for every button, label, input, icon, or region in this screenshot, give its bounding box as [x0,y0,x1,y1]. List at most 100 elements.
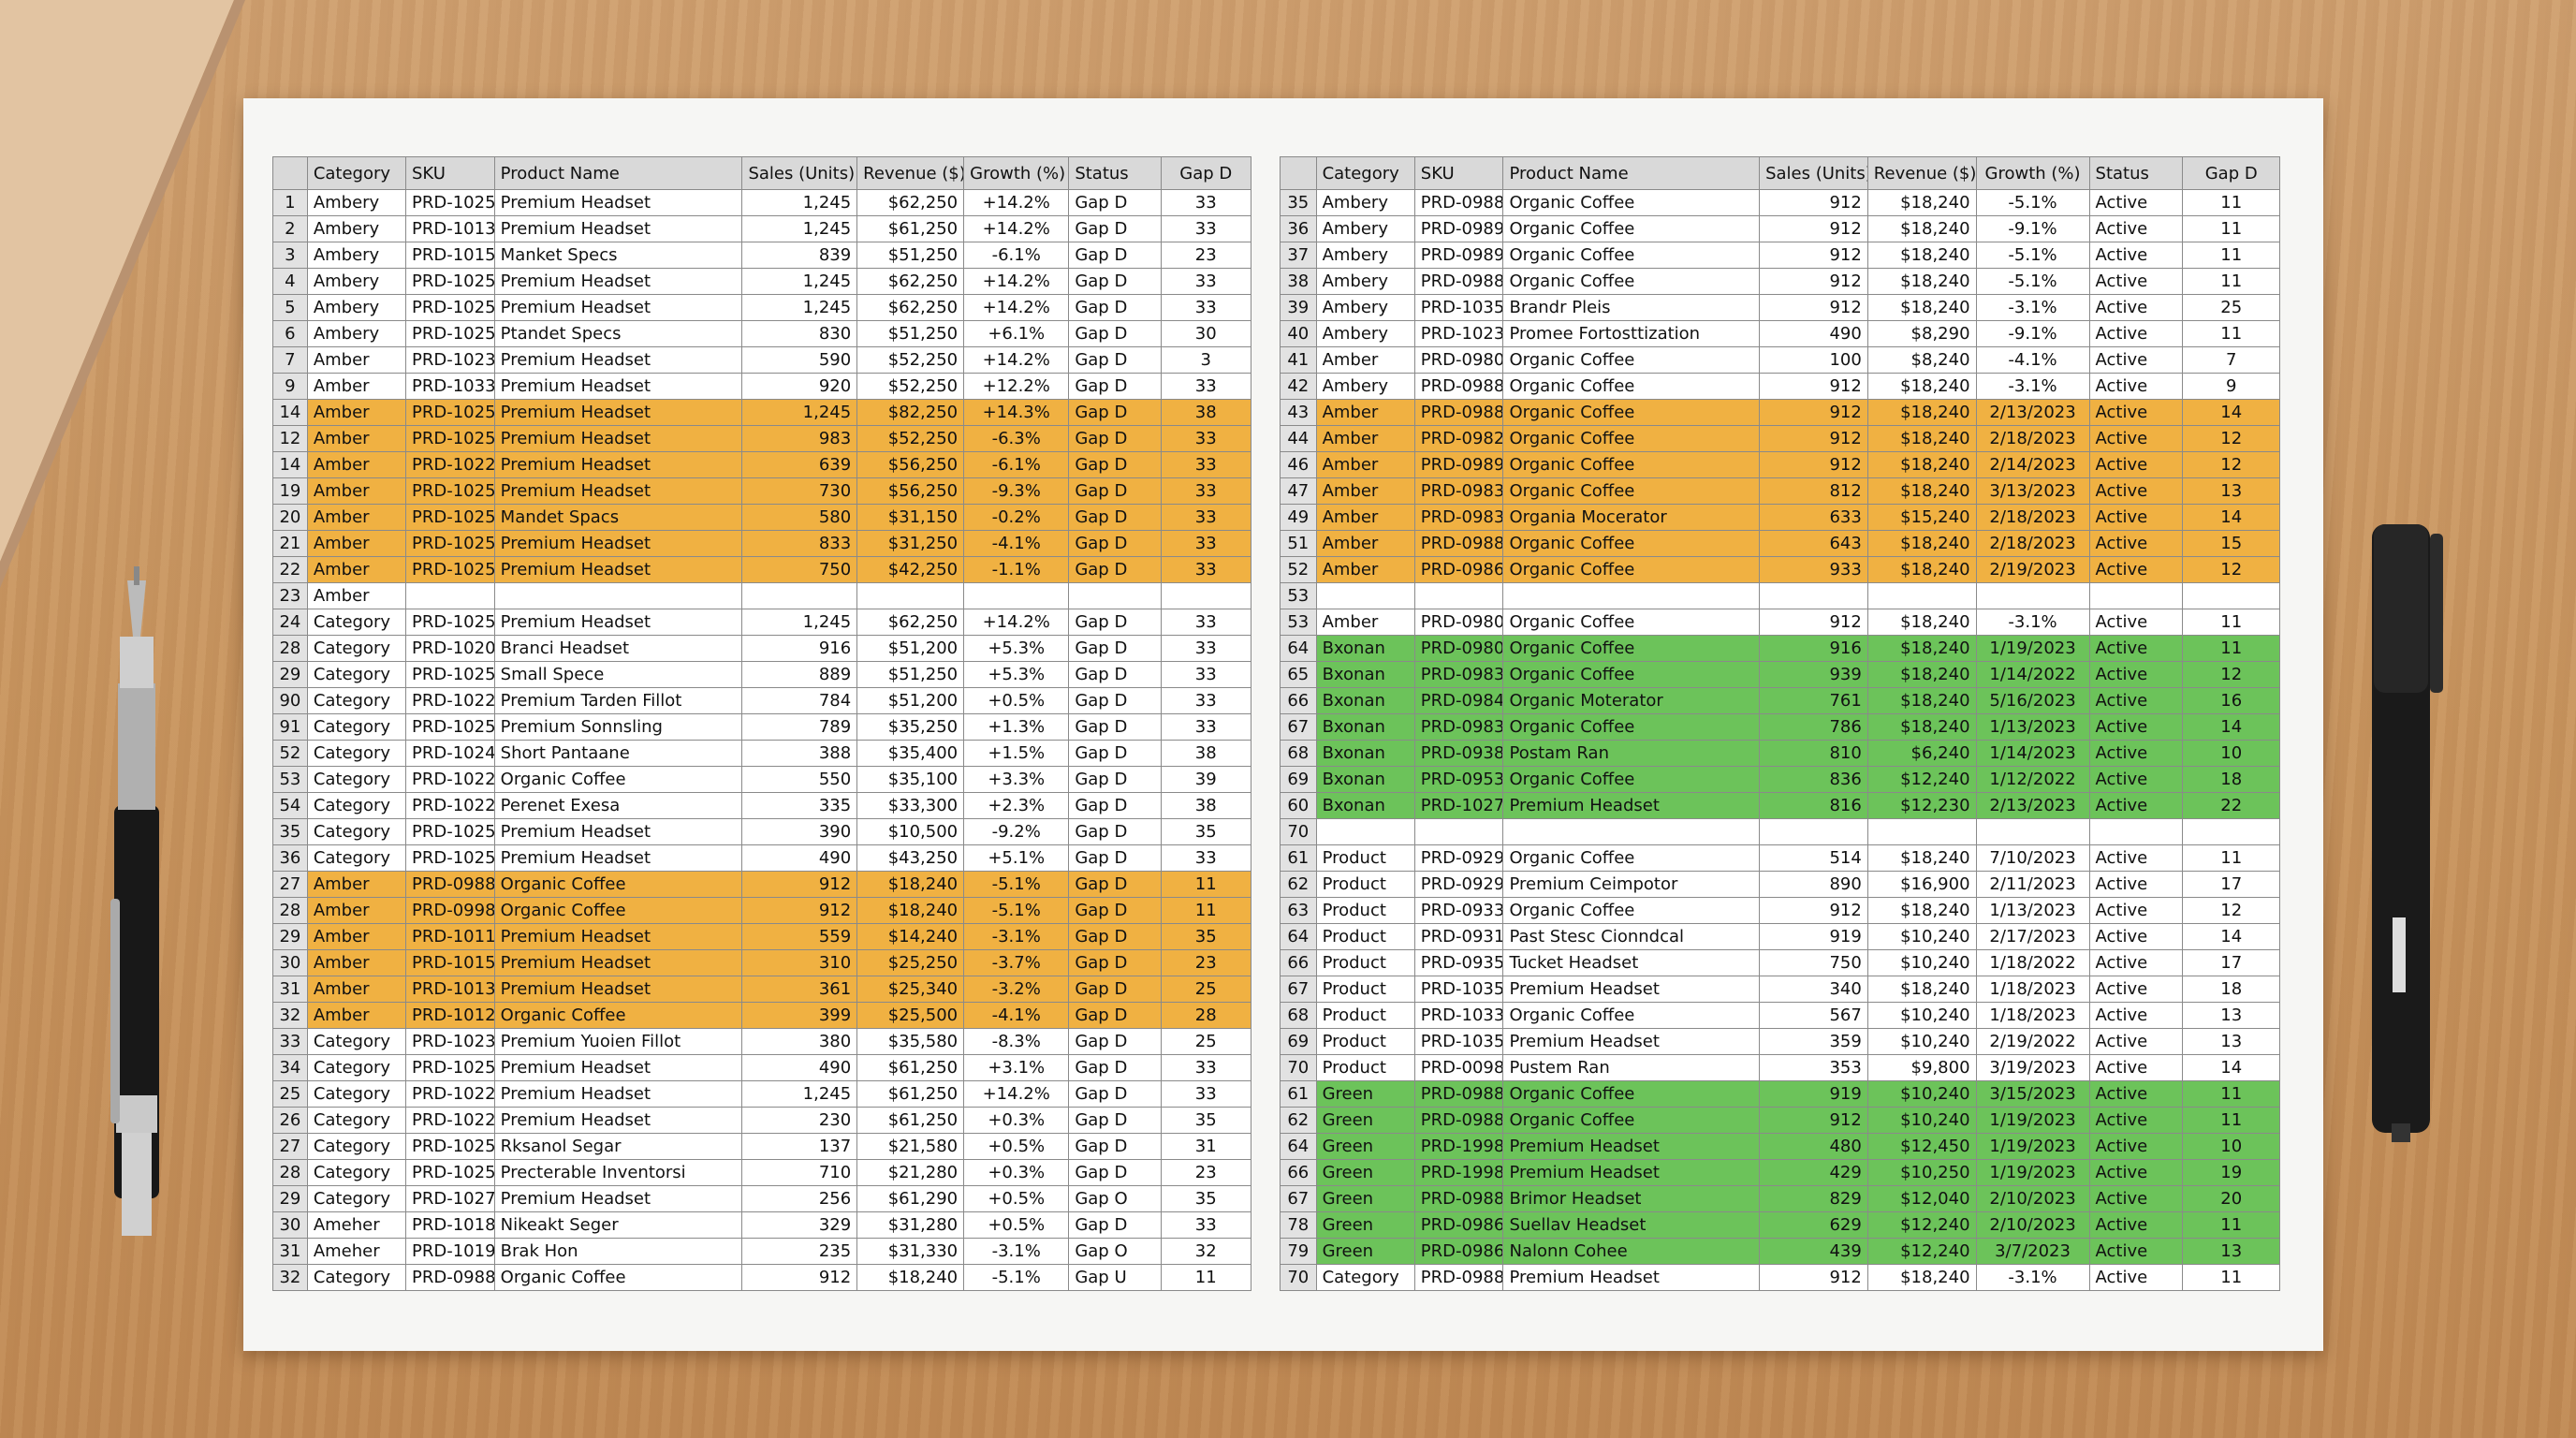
cell: Amber [1315,399,1415,426]
cell: 559 [741,923,858,950]
cell: $18,240 [1866,609,1977,636]
cell: 1,245 [741,268,858,295]
cell: 912 [1759,1107,1868,1134]
cell: Product [1315,1028,1415,1055]
cell: 14 [2182,923,2280,950]
cell: Premium Headset [493,818,743,845]
cell: Organic Coffee [1502,399,1761,426]
cell: Gap D [1068,215,1162,242]
cell: $56,250 [856,451,965,478]
data-row: 91 Category PRD-1025 Premium Sonnsling 789 $3… [272,713,1252,741]
cell: PRD-1027 [405,1185,495,1212]
row-number: 53 [272,766,308,793]
cell: Gap D [1068,766,1162,793]
data-row: 21 Amber PRD-1025 Premium Headset 833 $31,250… [272,530,1252,557]
cell: 11 [1160,871,1252,898]
cell: Active [2088,1159,2184,1186]
cell: 983 [741,425,858,452]
cell: Premium Headset [493,1107,743,1134]
cell: -9.2% [963,818,1070,845]
cell: $61,250 [856,1107,965,1134]
data-row: 67 Product PRD-1035 Premium Headset 340 $18,2… [1280,976,2280,1003]
data-row: 51 Amber PRD-0988 Organic Coffee 643 $18,240 2… [1280,530,2280,557]
cell: PRD-1023 [1413,320,1504,347]
cell: Amber [306,976,407,1003]
cell: Active [2088,740,2184,767]
cell: 916 [741,635,858,662]
cell: 11 [2182,242,2280,269]
cell: Amber [306,504,407,531]
cell: Active [2088,792,2184,819]
cell: $62,250 [856,609,965,636]
cell: -3.1% [1975,609,2090,636]
row-number: 61 [1280,844,1317,872]
cell: 11 [2182,268,2280,295]
cell: $35,250 [856,713,965,741]
cell: Premium Headset [493,189,743,216]
data-row: 2 Ambery PRD-1013 Premium Headset 1,245 $61,2… [272,215,1252,242]
cell: Gap D [1068,1159,1162,1186]
cell: Perenet Exesa [493,792,743,819]
cell: Amber [306,556,407,583]
cell: -5.1% [963,871,1070,898]
cell: 889 [741,661,858,688]
cell: 912 [741,1264,858,1291]
row-number: 41 [1280,346,1317,374]
cell: $51,200 [856,687,965,714]
data-row: 43 Amber PRD-0988 Organic Coffee 912 $18,240 2… [1280,399,2280,426]
cell: Active [2088,346,2184,374]
data-row: 35 Category PRD-1025 Premium Headset 390 $10,… [272,818,1252,845]
cell: $62,250 [856,268,965,295]
cell: $18,240 [1866,661,1977,688]
cell: Gap D [1068,687,1162,714]
cell: Organic Coffee [1502,425,1761,452]
cell: Organic Coffee [493,1264,743,1291]
row-number: 79 [1280,1238,1317,1265]
data-row: 26 Category PRD-1022 Premium Headset 230 $61,… [272,1107,1252,1134]
cell: 933 [1759,556,1868,583]
cell: 11 [2182,844,2280,872]
cell: Gap D [1068,1107,1162,1134]
cell [2182,818,2280,845]
data-row: 39 Ambery PRD-1035 Brandr Pleis 912 $18,240 -3… [1280,294,2280,321]
row-number: 62 [1280,871,1317,898]
cell: $52,250 [856,425,965,452]
cell [2088,582,2184,609]
cell: 1/14/2022 [1975,661,2090,688]
cell: PRD-0935 [1413,949,1504,976]
cell: Active [2088,923,2184,950]
data-row: 60 Bxonan PRD-1027 Premium Headset 816 $12,23… [1280,792,2280,819]
cell: 833 [741,530,858,557]
cell: 1/18/2023 [1975,1002,2090,1029]
cell: 550 [741,766,858,793]
cell: 390 [741,818,858,845]
cell: PRD-1998 [1413,1133,1504,1160]
cell: 30 [1160,320,1252,347]
cell: $10,240 [1866,1002,1977,1029]
cell: Gap U [1068,1264,1162,1291]
cell: PRD-1025 [405,425,495,452]
cell: $18,240 [1866,1264,1977,1291]
cell: Product [1315,1054,1415,1081]
cell: Bxonan [1315,713,1415,741]
row-number: 42 [1280,373,1317,400]
cell: Amber [1315,346,1415,374]
cell: 33 [1160,1211,1252,1239]
cell [1975,582,2090,609]
cell: 11 [2182,320,2280,347]
cell: PRD-1998 [1413,1159,1504,1186]
cell: 12 [2182,556,2280,583]
cell: 11 [2182,1211,2280,1239]
row-number: 34 [272,1054,308,1081]
cell: Category [306,1080,407,1108]
cell [1975,818,2090,845]
cell: PRD-0098 [1413,1054,1504,1081]
cell: PRD-0988 [1413,268,1504,295]
data-row: 90 Category PRD-1022 Premium Tarden Fillot 7… [272,687,1252,714]
cell: -3.2% [963,976,1070,1003]
cell: PRD-1025 [405,1159,495,1186]
cell: PRD-0989 [1413,451,1504,478]
cell: 1,245 [741,189,858,216]
cell: PRD-0986 [1413,1211,1504,1239]
row-number: 29 [272,661,308,688]
